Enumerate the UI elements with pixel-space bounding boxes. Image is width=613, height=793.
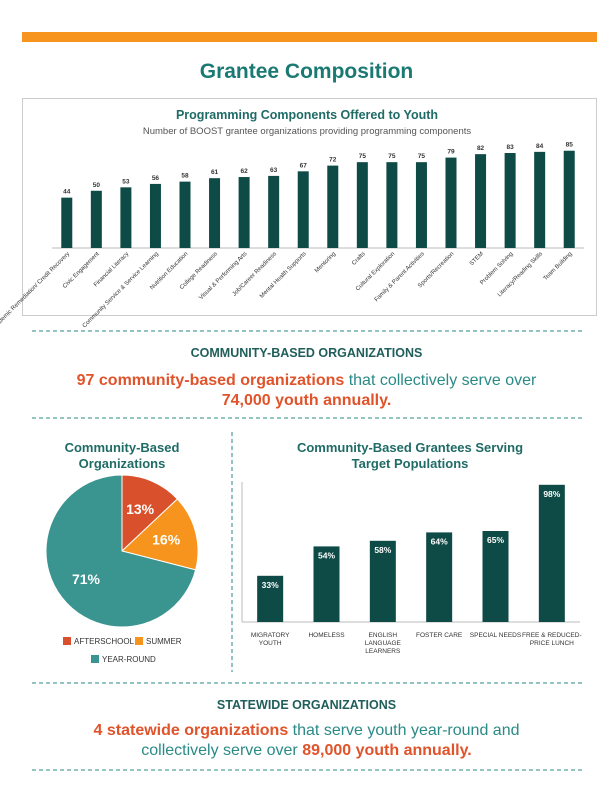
bar xyxy=(268,175,280,248)
bar xyxy=(538,484,565,622)
legend-swatch xyxy=(63,637,71,645)
data-label: 75 xyxy=(359,153,367,160)
data-label: 50 xyxy=(93,182,101,189)
data-label: 13% xyxy=(126,501,155,517)
chart-frame xyxy=(22,98,597,316)
bar xyxy=(90,190,102,248)
data-label: 33% xyxy=(262,580,279,590)
legend-swatch xyxy=(135,637,143,645)
data-label: 62 xyxy=(240,168,248,175)
data-label: 56 xyxy=(152,175,160,182)
bar xyxy=(61,197,73,248)
chart-title: Programming Components Offered to Youth xyxy=(176,108,438,122)
highlight: 74,000 youth annually. xyxy=(221,392,392,409)
data-label: 58% xyxy=(374,545,391,555)
chart-title: Community-Based Organizations xyxy=(64,440,180,471)
section-text: 97 community-based organizations that co… xyxy=(0,371,613,411)
bar xyxy=(209,178,221,248)
data-label: 98% xyxy=(543,489,560,499)
data-label: 54% xyxy=(318,550,335,560)
x-tick-label: SPECIAL NEEDS xyxy=(469,632,522,639)
data-label: 75 xyxy=(418,153,426,160)
data-label: 44 xyxy=(63,189,71,196)
legend-label: SUMMER xyxy=(146,637,182,646)
bar xyxy=(563,150,575,248)
section-text: 4 statewide organizations that serve you… xyxy=(0,721,613,761)
bar xyxy=(327,165,339,248)
bar xyxy=(534,151,546,248)
data-label: 64% xyxy=(431,536,448,546)
data-label: 65% xyxy=(487,535,504,545)
bar xyxy=(257,575,284,622)
data-label: 82 xyxy=(477,145,485,152)
data-label: 53 xyxy=(122,178,130,185)
pie-slice xyxy=(121,474,179,553)
bar xyxy=(426,532,453,622)
data-label: 16% xyxy=(152,532,181,548)
x-tick-label: STEM xyxy=(469,251,485,267)
bar xyxy=(313,546,340,622)
x-tick-label: MIGRATORY YOUTH xyxy=(250,632,290,647)
bar xyxy=(475,154,487,248)
bar xyxy=(356,162,368,248)
section-heading: COMMUNITY-BASED ORGANIZATIONS xyxy=(190,346,423,360)
data-label: 58 xyxy=(181,173,189,180)
section-heading: STATEWIDE ORGANIZATIONS xyxy=(216,698,397,712)
x-tick-label: Academic Remediation/ Credit Recovery xyxy=(0,251,71,332)
data-label: 75 xyxy=(388,153,396,160)
x-tick-label: FREE & REDUCED-PRICE LUNCH xyxy=(522,632,582,647)
bar xyxy=(415,162,427,248)
pie-slice xyxy=(120,498,199,571)
text: that serve youth year-round and xyxy=(288,722,520,739)
bar xyxy=(149,183,161,248)
bar xyxy=(504,153,516,248)
x-tick-label: Family & Parent Activities xyxy=(374,251,426,303)
chart-title: Community-Based Grantees Serving Target … xyxy=(296,440,524,471)
bar xyxy=(482,531,509,622)
data-label: 71% xyxy=(72,571,101,587)
highlight: 89,000 youth annually. xyxy=(302,742,472,759)
bar xyxy=(179,181,191,248)
legend-label: AFTERSCHOOL xyxy=(74,637,135,646)
bar xyxy=(386,162,398,248)
highlight: 4 statewide organizations xyxy=(93,722,289,739)
text: that collectively serve over xyxy=(344,372,537,389)
data-label: 85 xyxy=(566,142,574,149)
chart-subtitle: Number of BOOST grantee organizations pr… xyxy=(143,126,472,137)
bar xyxy=(297,171,309,248)
x-tick-label: FOSTER CARE xyxy=(416,632,463,639)
x-tick-label: Team Building xyxy=(543,251,574,282)
data-label: 83 xyxy=(506,144,514,151)
top-bar xyxy=(22,32,597,42)
data-label: 79 xyxy=(447,149,455,156)
bar xyxy=(120,187,132,248)
highlight: 97 community-based organizations xyxy=(76,372,345,389)
text: collectively serve over xyxy=(141,742,303,759)
x-tick-label: HOMELESS xyxy=(308,632,345,639)
pie-slice xyxy=(45,474,197,628)
data-label: 63 xyxy=(270,167,278,174)
page-title: Grantee Composition xyxy=(199,60,414,83)
x-tick-label: Mentoring xyxy=(314,251,337,274)
legend-label: YEAR-ROUND xyxy=(102,655,156,664)
x-tick-label: ENGLISH LANGUAGE LEARNERS xyxy=(364,632,401,655)
legend-swatch xyxy=(91,655,99,663)
bar xyxy=(445,157,457,248)
data-label: 84 xyxy=(536,143,544,150)
x-tick-label: Crafts xyxy=(351,251,367,267)
data-label: 67 xyxy=(300,162,308,169)
data-label: 72 xyxy=(329,157,337,164)
data-label: 61 xyxy=(211,169,219,176)
bar xyxy=(238,177,250,248)
bar xyxy=(369,540,396,622)
